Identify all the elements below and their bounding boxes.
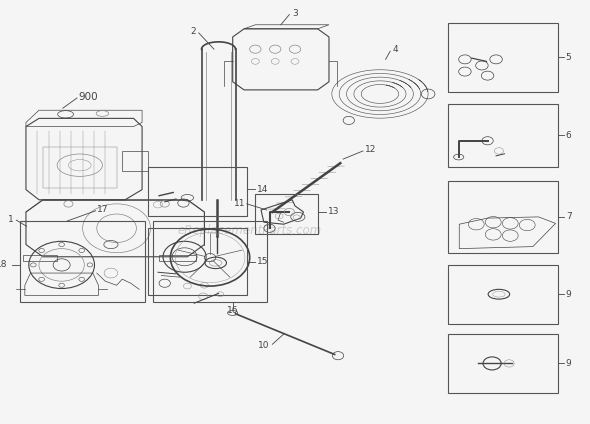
Text: 9: 9	[566, 359, 572, 368]
Bar	[448, 23, 558, 92]
Text: 4: 4	[393, 45, 399, 55]
Bar	[20, 221, 145, 302]
Text: 10: 10	[258, 341, 270, 350]
Text: 12: 12	[365, 145, 376, 154]
Text: 5: 5	[566, 53, 572, 62]
Text: 14: 14	[257, 185, 268, 194]
Bar	[148, 228, 247, 296]
Bar	[148, 167, 247, 216]
Text: eReplacementParts.com: eReplacementParts.com	[178, 224, 322, 237]
Text: 6: 6	[566, 131, 572, 140]
Text: 17: 17	[97, 205, 109, 214]
Text: 7: 7	[566, 212, 572, 221]
Bar	[255, 194, 317, 234]
Text: 1: 1	[8, 215, 14, 224]
Text: 9: 9	[566, 290, 572, 299]
Bar	[153, 221, 267, 302]
Text: 2: 2	[190, 27, 196, 36]
Text: 18: 18	[0, 260, 8, 269]
Text: 13: 13	[328, 207, 339, 217]
Text: 16: 16	[227, 306, 238, 315]
Text: 900: 900	[78, 92, 99, 102]
Text: 11: 11	[234, 198, 245, 207]
Bar	[448, 265, 558, 324]
Text: 3: 3	[292, 9, 298, 18]
Bar	[448, 334, 558, 393]
Text: 15: 15	[257, 257, 268, 266]
Bar	[448, 181, 558, 253]
Bar	[448, 104, 558, 167]
